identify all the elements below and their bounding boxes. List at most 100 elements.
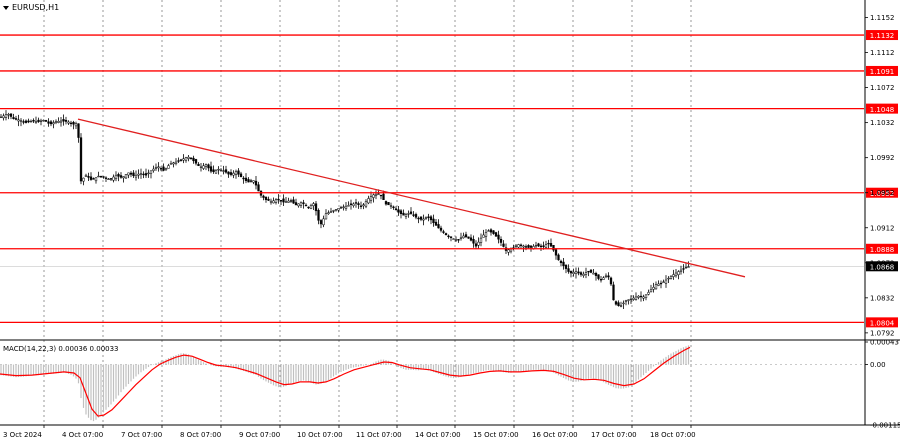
- candle-body: [489, 229, 493, 233]
- candle-body: [72, 121, 75, 125]
- candle-body: [337, 208, 340, 211]
- candle-body: [57, 121, 60, 123]
- candle-body: [277, 198, 280, 201]
- candle-body: [164, 168, 168, 171]
- candle-body: [587, 270, 590, 273]
- candle-body: [222, 170, 225, 172]
- candle-body: [4, 114, 8, 118]
- level-tag: [866, 65, 898, 76]
- candle-body: [97, 175, 100, 178]
- candle-body: [657, 283, 660, 286]
- candle-body: [94, 177, 98, 182]
- candle-body: [597, 274, 600, 279]
- price-tick-label: 1.0992: [870, 154, 895, 162]
- candle-body: [534, 245, 538, 247]
- candle-body: [372, 194, 375, 198]
- candle-body: [74, 123, 78, 127]
- candle-body: [29, 120, 33, 123]
- candle-body: [0, 116, 3, 118]
- candle-body: [257, 184, 260, 192]
- candle-body: [604, 275, 608, 278]
- candle-body: [654, 284, 658, 290]
- candle-body: [477, 241, 480, 246]
- time-tick-label: 16 Oct 07:00: [532, 431, 578, 439]
- candle-body: [637, 295, 640, 298]
- candle-body: [219, 169, 223, 171]
- candle-body: [562, 261, 565, 266]
- candle-body: [669, 276, 673, 279]
- candle-body: [412, 214, 415, 216]
- candle-body: [672, 274, 675, 277]
- candle-body: [529, 245, 533, 248]
- candle-body: [667, 277, 670, 280]
- candle-body: [9, 113, 13, 117]
- level-tag: [866, 317, 898, 328]
- candle-body: [417, 217, 420, 220]
- candle-body: [104, 177, 108, 179]
- candle-body: [449, 236, 453, 238]
- candle-body: [454, 239, 458, 241]
- candle-body: [212, 169, 215, 172]
- candle-body: [427, 216, 430, 218]
- candle-body: [264, 197, 268, 200]
- candle-body: [499, 238, 503, 243]
- candle-body: [24, 120, 28, 123]
- candle-body: [419, 216, 423, 220]
- candle-body: [517, 244, 520, 248]
- candle-body: [42, 119, 45, 122]
- candle-body: [399, 210, 403, 214]
- price-candles: [0, 110, 690, 310]
- candle-body: [177, 160, 180, 162]
- candle-body: [344, 205, 348, 209]
- candle-body: [392, 206, 395, 208]
- candle-body: [594, 273, 598, 276]
- candle-body: [617, 302, 620, 306]
- price-tick-label: 1.0832: [870, 294, 895, 302]
- candle-body: [107, 178, 110, 180]
- time-tick-label: 18 Oct 07:00: [650, 431, 696, 439]
- candle-body: [162, 166, 165, 171]
- candle-body: [557, 254, 560, 261]
- candle-body: [404, 214, 408, 217]
- candle-body: [357, 203, 360, 205]
- candle-body: [84, 174, 88, 177]
- candle-body: [279, 200, 283, 202]
- candle-body: [394, 208, 398, 211]
- candle-body: [339, 207, 343, 209]
- candle-body: [232, 172, 235, 176]
- candle-body: [22, 121, 25, 123]
- macd-label: MACD(14,22,3) 0.00036 0.00033: [3, 345, 119, 353]
- candle-body: [174, 161, 178, 164]
- candle-body: [497, 234, 500, 240]
- level-tag: [866, 243, 898, 254]
- candle-body: [144, 173, 148, 176]
- candle-body: [609, 277, 613, 285]
- price-tick-label: 1.1072: [870, 84, 895, 92]
- candle-body: [627, 299, 630, 301]
- symbol-header[interactable]: EURUSD,H1: [3, 3, 59, 12]
- candle-body: [269, 200, 273, 203]
- candle-body: [359, 205, 363, 207]
- candle-body: [14, 118, 18, 120]
- candle-body: [299, 202, 303, 206]
- candle-body: [422, 218, 425, 221]
- candle-body: [189, 157, 193, 160]
- current-price-label: 1.0868: [870, 263, 895, 271]
- candle-body: [342, 206, 345, 208]
- candle-body: [12, 117, 15, 119]
- candle-body: [599, 279, 603, 281]
- time-tick-label: 15 Oct 07:00: [473, 431, 519, 439]
- candle-body: [229, 172, 233, 175]
- candle-body: [142, 173, 145, 176]
- candle-body: [34, 121, 38, 123]
- candle-body: [169, 163, 173, 165]
- candle-body: [457, 239, 460, 241]
- candle-body: [629, 298, 633, 301]
- candle-body: [527, 245, 530, 248]
- candle-body: [354, 202, 358, 204]
- candle-body: [567, 268, 570, 272]
- candle-body: [304, 204, 308, 207]
- candle-body: [124, 174, 128, 179]
